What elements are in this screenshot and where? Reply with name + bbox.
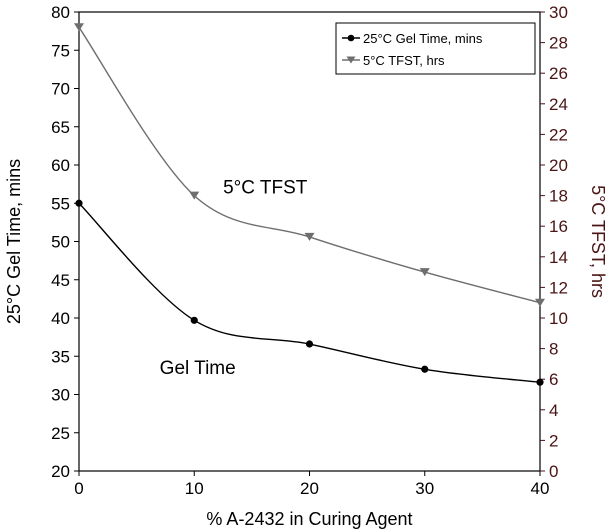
y-right-tick-label: 22 bbox=[549, 125, 568, 144]
gel-time-point bbox=[421, 365, 429, 373]
legend-marker bbox=[347, 34, 355, 42]
y-right-tick-label: 24 bbox=[549, 95, 568, 114]
y-right-tick-label: 14 bbox=[549, 248, 568, 267]
y-left-tick-label: 65 bbox=[51, 118, 70, 137]
y-left-tick-label: 35 bbox=[51, 347, 70, 366]
x-tick-label: 30 bbox=[415, 479, 434, 498]
axes: % A-2432 in Curing Agent 25°C Gel Time, m… bbox=[4, 11, 608, 529]
legend-box bbox=[335, 22, 536, 75]
gel-time-point bbox=[536, 378, 544, 386]
y-left-tick-label: 40 bbox=[51, 309, 70, 328]
annotation-label: 5°C TFST bbox=[223, 177, 308, 198]
y-right-tick-label: 16 bbox=[549, 217, 568, 236]
y-right-tick-label: 8 bbox=[549, 340, 558, 359]
legend: 25°C Gel Time, mins 5°C TFST, hrs bbox=[335, 22, 536, 75]
y-right-tick-label: 0 bbox=[549, 462, 558, 481]
x-tick-label: 40 bbox=[531, 479, 550, 498]
y-right-tick-label: 30 bbox=[549, 3, 568, 22]
y-left-tick-label: 55 bbox=[51, 194, 70, 213]
y-right-tick-label: 28 bbox=[549, 34, 568, 53]
tfst-point bbox=[304, 232, 315, 241]
gel-time-point bbox=[190, 316, 198, 324]
x-axis-title: % A-2432 in Curing Agent bbox=[206, 509, 412, 529]
y-right-tick-label: 20 bbox=[549, 156, 568, 175]
y-right-tick-label: 18 bbox=[549, 187, 568, 206]
tfst-line bbox=[78, 26, 541, 304]
plot-frame bbox=[78, 11, 541, 472]
x-tick-label: 0 bbox=[74, 479, 83, 498]
legend-label: 5°C TFST, hrs bbox=[363, 53, 445, 68]
tfst-point bbox=[535, 298, 545, 307]
x-tick-label: 20 bbox=[300, 479, 319, 498]
tfst-point bbox=[419, 268, 430, 277]
y-right-tick-label: 26 bbox=[549, 64, 568, 83]
gel-time-point bbox=[75, 199, 83, 207]
annotation-label: Gel Time bbox=[160, 358, 236, 379]
y-right-tick-label: 6 bbox=[549, 370, 558, 389]
y-right-tick-label: 12 bbox=[549, 278, 568, 297]
legend-label: 25°C Gel Time, mins bbox=[363, 31, 483, 46]
y-left-tick-label: 20 bbox=[51, 462, 70, 481]
gel-time-point bbox=[305, 340, 314, 348]
tfst-point bbox=[189, 191, 200, 200]
y-right-tick-label: 4 bbox=[549, 401, 558, 420]
y-left-tick-label: 80 bbox=[51, 3, 70, 22]
y-left-tick-label: 60 bbox=[51, 156, 70, 175]
ticks: 0 10 20 30 402025303540455055606570758002468… bbox=[51, 3, 568, 498]
y-right-tick-label: 10 bbox=[549, 309, 568, 328]
y-left-tick-label: 25 bbox=[51, 424, 70, 443]
legend-marker bbox=[346, 56, 356, 64]
y-left-tick-label: 30 bbox=[51, 386, 70, 405]
gel-time-line bbox=[78, 202, 541, 383]
y-left-tick-label: 45 bbox=[51, 271, 70, 290]
y-right-tick-label: 2 bbox=[549, 431, 558, 450]
y-left-axis-title: 25°C Gel Time, mins bbox=[4, 159, 24, 324]
annotations: 5°C TFST Gel Time bbox=[160, 177, 308, 379]
y-left-tick-label: 75 bbox=[51, 41, 70, 60]
tfst-point bbox=[74, 23, 84, 32]
y-right-axis-title: 5°C TFST, hrs bbox=[588, 185, 608, 298]
series bbox=[74, 23, 545, 386]
y-left-tick-label: 70 bbox=[51, 80, 70, 99]
x-tick-label: 10 bbox=[185, 479, 204, 498]
y-left-tick-label: 50 bbox=[51, 233, 70, 252]
